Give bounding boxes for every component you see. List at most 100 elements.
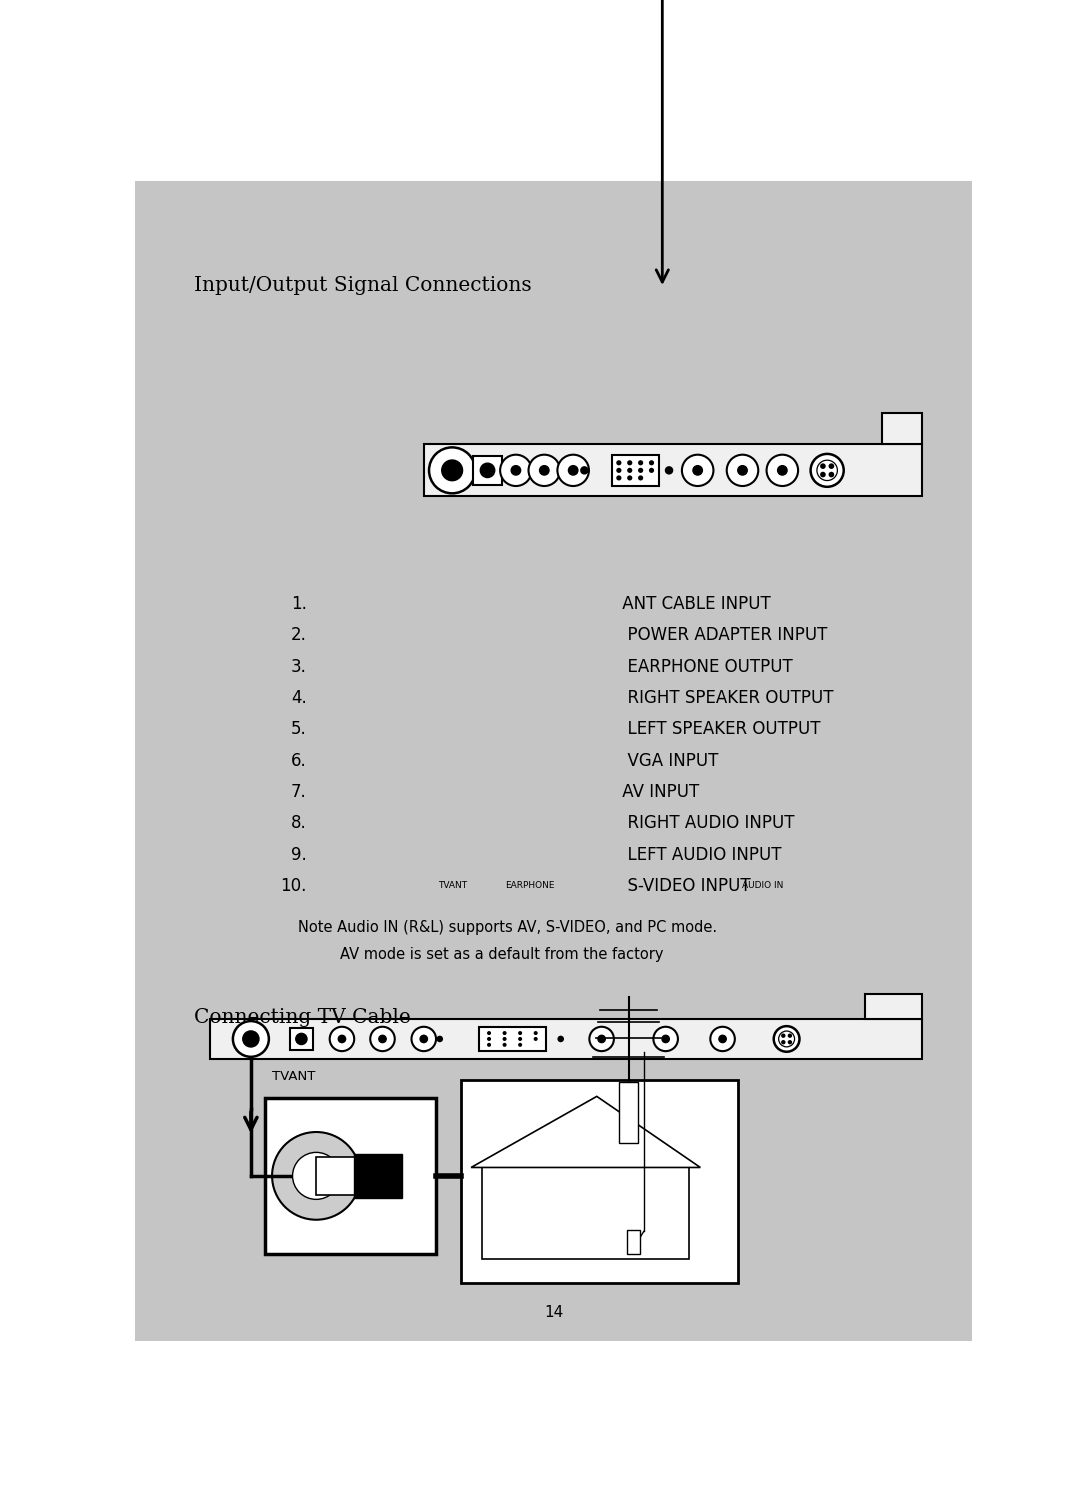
Text: 8.: 8.: [291, 814, 307, 832]
Text: TVANT: TVANT: [272, 1070, 315, 1084]
Circle shape: [272, 1132, 361, 1219]
Circle shape: [518, 1031, 522, 1035]
Bar: [423, 445, 922, 496]
Text: 10.: 10.: [280, 877, 307, 895]
Circle shape: [627, 467, 633, 473]
Text: LEFT SPEAKER OUTPUT: LEFT SPEAKER OUTPUT: [617, 720, 820, 738]
Circle shape: [738, 466, 747, 475]
Circle shape: [329, 1026, 354, 1052]
Circle shape: [487, 1043, 491, 1047]
Circle shape: [811, 454, 843, 487]
Circle shape: [653, 1026, 678, 1052]
Circle shape: [528, 455, 561, 487]
Circle shape: [481, 463, 495, 478]
Circle shape: [627, 475, 633, 481]
Text: 4.: 4.: [291, 689, 307, 707]
Circle shape: [540, 466, 549, 475]
Circle shape: [649, 467, 654, 473]
Circle shape: [590, 1026, 613, 1052]
Circle shape: [422, 521, 1080, 1291]
Text: 3.: 3.: [291, 657, 307, 675]
Circle shape: [518, 1037, 522, 1041]
Bar: [619, 1082, 638, 1144]
Circle shape: [534, 1037, 538, 1041]
Circle shape: [681, 455, 714, 487]
Circle shape: [534, 1031, 538, 1035]
Polygon shape: [471, 1097, 700, 1168]
Circle shape: [787, 1034, 792, 1038]
Circle shape: [828, 463, 834, 469]
Circle shape: [820, 472, 826, 478]
Circle shape: [617, 475, 621, 481]
Circle shape: [429, 448, 475, 493]
Bar: [354, 1154, 402, 1198]
Circle shape: [296, 1034, 307, 1044]
Circle shape: [693, 466, 702, 475]
Circle shape: [420, 1035, 428, 1043]
Text: 2.: 2.: [291, 627, 307, 645]
Bar: [316, 1157, 376, 1195]
Text: EARPHONE: EARPHONE: [505, 882, 555, 891]
Circle shape: [649, 460, 654, 466]
Circle shape: [598, 1035, 605, 1043]
Text: AV mode is set as a default from the factory: AV mode is set as a default from the fac…: [340, 946, 663, 961]
Text: Note Audio IN (R&L) supports AV, S-VIDEO, and PC mode.: Note Audio IN (R&L) supports AV, S-VIDEO…: [298, 919, 717, 934]
Circle shape: [568, 466, 578, 475]
Circle shape: [0, 521, 200, 1291]
Text: 1.: 1.: [291, 595, 307, 613]
Circle shape: [778, 466, 787, 475]
Circle shape: [511, 466, 521, 475]
Circle shape: [773, 1026, 799, 1052]
Text: Input/Output Signal Connections: Input/Output Signal Connections: [193, 276, 531, 295]
Bar: [882, 413, 921, 445]
Text: 9.: 9.: [291, 845, 307, 864]
Text: VGA INPUT: VGA INPUT: [617, 752, 718, 770]
Text: 14: 14: [544, 1305, 563, 1320]
Bar: [211, 1019, 922, 1059]
Text: AV INPUT: AV INPUT: [617, 784, 699, 802]
Circle shape: [442, 460, 462, 481]
Bar: [0, 1334, 1080, 1507]
Bar: [482, 1168, 689, 1258]
Circle shape: [580, 466, 589, 475]
Circle shape: [436, 1035, 443, 1043]
Circle shape: [711, 1026, 734, 1052]
Circle shape: [293, 1153, 340, 1200]
Circle shape: [233, 1022, 269, 1056]
Bar: [265, 1097, 436, 1254]
Circle shape: [665, 466, 673, 475]
Circle shape: [638, 460, 644, 466]
Circle shape: [727, 455, 758, 487]
Circle shape: [243, 1031, 259, 1047]
Bar: [461, 1081, 738, 1284]
Circle shape: [617, 460, 621, 466]
Text: 6.: 6.: [291, 752, 307, 770]
Bar: [189, 291, 432, 564]
Text: ANT CABLE INPUT: ANT CABLE INPUT: [617, 595, 770, 613]
Bar: [478, 1028, 546, 1050]
Circle shape: [379, 1035, 387, 1043]
Circle shape: [422, 0, 1080, 333]
Circle shape: [338, 1035, 346, 1043]
Bar: [473, 457, 502, 485]
Circle shape: [411, 1026, 436, 1052]
Circle shape: [767, 455, 798, 487]
Circle shape: [719, 1035, 726, 1043]
Circle shape: [557, 1035, 564, 1043]
Circle shape: [500, 455, 531, 487]
Text: POWER ADAPTER INPUT: POWER ADAPTER INPUT: [617, 627, 827, 645]
Circle shape: [828, 472, 834, 478]
Circle shape: [638, 475, 644, 481]
Text: RIGHT SPEAKER OUTPUT: RIGHT SPEAKER OUTPUT: [617, 689, 833, 707]
Circle shape: [518, 1043, 522, 1047]
Text: LEFT AUDIO INPUT: LEFT AUDIO INPUT: [617, 845, 781, 864]
Circle shape: [502, 1031, 507, 1035]
Text: AUDIO IN: AUDIO IN: [742, 882, 783, 891]
Text: Connecting TV Cable: Connecting TV Cable: [193, 1008, 410, 1028]
Circle shape: [370, 1026, 395, 1052]
Circle shape: [787, 1040, 792, 1044]
Circle shape: [557, 455, 589, 487]
Circle shape: [627, 460, 633, 466]
Circle shape: [0, 0, 200, 333]
Circle shape: [781, 1040, 785, 1044]
